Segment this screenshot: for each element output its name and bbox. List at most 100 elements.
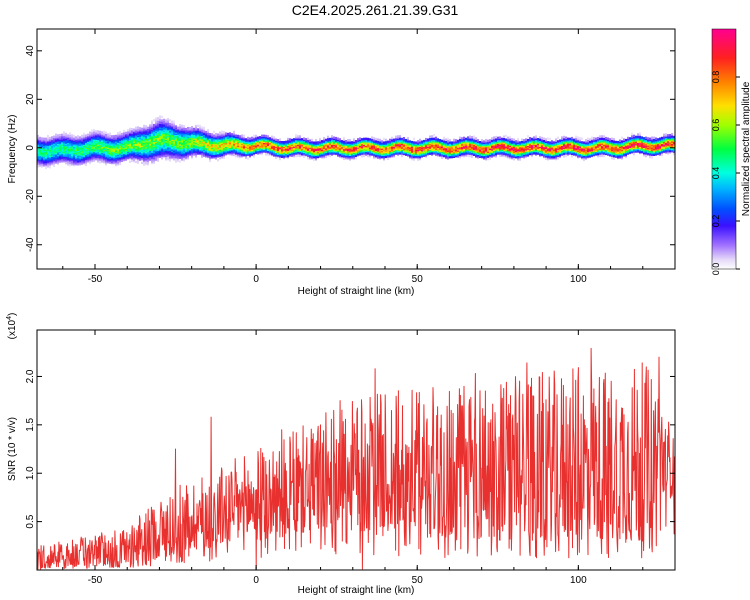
heatmap-cell (109, 144, 111, 148)
heatmap-cell (375, 146, 377, 149)
heatmap-cell (181, 125, 183, 129)
heatmap-cell (347, 145, 349, 148)
heatmap-cell (213, 140, 215, 143)
heatmap-cell (315, 139, 317, 142)
heatmap-cell (555, 139, 557, 142)
heatmap-cell (535, 135, 537, 138)
heatmap-cell (495, 140, 497, 144)
heatmap-cell (455, 150, 457, 153)
heatmap-cell (135, 137, 137, 141)
heatmap-cell (175, 156, 177, 160)
heatmap-cell (499, 136, 501, 139)
heatmap-cell (39, 145, 41, 148)
heatmap-cell (157, 124, 159, 127)
heatmap-cell (397, 153, 399, 156)
heatmap-cell (241, 135, 243, 138)
heatmap-cell (107, 140, 109, 143)
heatmap-cell (205, 130, 207, 134)
heatmap-cell (405, 138, 407, 142)
heatmap-cell (73, 139, 75, 142)
heatmap-cell (61, 133, 63, 137)
heatmap-cell (325, 138, 327, 142)
heatmap-cell (275, 150, 277, 153)
heatmap-cell (519, 154, 521, 157)
heatmap-cell (355, 152, 357, 155)
heatmap-cell (147, 154, 149, 157)
heatmap-cell (261, 143, 263, 146)
heatmap-cell (99, 150, 101, 153)
heatmap-cell (113, 152, 115, 155)
heatmap-cell (327, 138, 329, 141)
heatmap-cell (81, 144, 83, 147)
heatmap-cell (297, 137, 299, 140)
heatmap-cell (205, 133, 207, 136)
heatmap-cell (161, 127, 163, 131)
heatmap-cell (549, 145, 551, 148)
heatmap-cell (167, 120, 169, 123)
heatmap-cell (165, 141, 167, 144)
heatmap-cell (61, 145, 63, 149)
heatmap-cell (175, 159, 177, 162)
heatmap-cell (411, 156, 413, 159)
heatmap-cell (555, 156, 557, 159)
heatmap-cell (405, 140, 407, 143)
heatmap-cell (141, 155, 143, 158)
heatmap-cell (445, 151, 447, 155)
heatmap-cell (199, 129, 201, 132)
heatmap-cell (365, 151, 367, 154)
heatmap-cell (61, 155, 63, 158)
heatmap-cell (249, 149, 251, 152)
heatmap-cell (173, 146, 175, 149)
heatmap-cell (425, 151, 427, 154)
heatmap-cell (367, 145, 369, 148)
heatmap-cell (395, 150, 397, 153)
heatmap-cell (153, 131, 155, 134)
heatmap-cell (149, 140, 151, 143)
heatmap-cell (419, 138, 421, 142)
heatmap-cell (533, 140, 535, 143)
heatmap-cell (383, 153, 385, 156)
heatmap-cell (437, 151, 439, 155)
heatmap-cell (111, 153, 113, 156)
heatmap-cell (65, 141, 67, 144)
heatmap-cell (251, 139, 253, 142)
heatmap-cell (285, 140, 287, 144)
heatmap-cell (171, 130, 173, 133)
heatmap-cell (311, 152, 313, 155)
heatmap-cell (167, 130, 169, 133)
heatmap-cell (377, 138, 379, 141)
heatmap-cell (531, 145, 533, 148)
heatmap-cell (169, 153, 171, 156)
heatmap-cell (361, 144, 363, 147)
heatmap-cell (185, 137, 187, 140)
heatmap-cell (315, 141, 317, 144)
heatmap-cell (55, 159, 57, 162)
heatmap-cell (233, 146, 235, 149)
heatmap-cell (281, 145, 283, 149)
heatmap-cell (473, 140, 475, 143)
heatmap-cell (73, 134, 75, 138)
heatmap-cell (359, 137, 361, 140)
heatmap-cell (105, 141, 107, 144)
heatmap-cell (435, 145, 437, 148)
heatmap-cell (221, 131, 223, 135)
heatmap-cell (205, 154, 207, 157)
heatmap-cell (253, 149, 255, 152)
heatmap-cell (427, 150, 429, 153)
heatmap-cell (65, 132, 67, 136)
heatmap-cell (249, 144, 251, 148)
heatmap-cell (205, 143, 207, 146)
heatmap-cell (195, 131, 197, 134)
heatmap-cell (565, 136, 567, 139)
heatmap-cell (175, 141, 177, 144)
heatmap-cell (233, 130, 235, 134)
heatmap-cell (133, 132, 135, 135)
heatmap-cell (343, 140, 345, 144)
heatmap-cell (49, 138, 51, 141)
heatmap-cell (541, 142, 543, 146)
heatmap-cell (165, 127, 167, 131)
heatmap-cell (189, 152, 191, 155)
heatmap-cell (513, 141, 515, 144)
heatmap-cell (87, 153, 89, 156)
heatmap-cell (79, 143, 81, 146)
